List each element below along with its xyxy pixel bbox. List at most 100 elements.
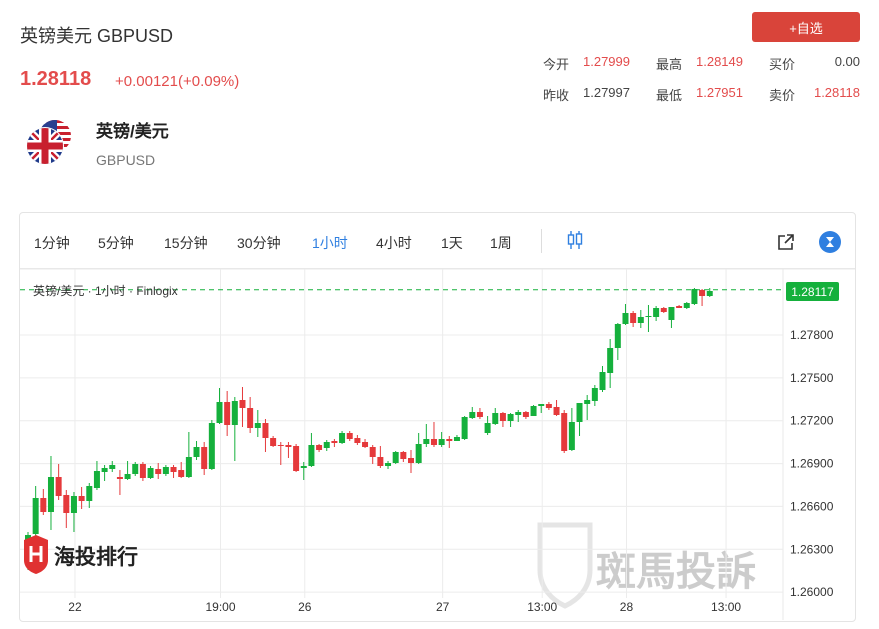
candle-body — [147, 468, 154, 478]
page-title: 英镑美元 GBPUSD — [20, 26, 174, 46]
candle-body — [492, 413, 499, 424]
toolbar-divider — [541, 229, 542, 253]
quote-value: 1.27999 — [583, 54, 630, 69]
zebra-watermark-text: 斑馬投訴 — [596, 549, 756, 595]
candle-body — [216, 402, 223, 423]
candle-body — [637, 317, 644, 323]
interval-tab[interactable]: 1周 — [490, 235, 512, 251]
candle-body — [668, 307, 675, 320]
x-tick-label: 19:00 — [205, 600, 235, 614]
x-tick-label: 26 — [298, 600, 312, 614]
interval-tab[interactable]: 1天 — [441, 235, 463, 251]
interval-tab[interactable]: 1小时 — [312, 235, 348, 251]
haitou-logo-letter-icon — [29, 546, 43, 562]
candle-body — [55, 477, 62, 496]
zebra-watermark — [537, 522, 593, 609]
candle-body — [254, 423, 261, 428]
interval-tab[interactable]: 4小时 — [376, 235, 412, 251]
candle-body — [622, 313, 629, 324]
candle-body — [316, 445, 323, 450]
x-tick-label: 13:00 — [527, 600, 557, 614]
external-link-icon[interactable] — [777, 233, 795, 251]
candle-body — [231, 401, 238, 425]
y-tick-label: 1.27200 — [790, 414, 834, 428]
candle-body — [446, 439, 453, 441]
candle-body — [93, 471, 100, 488]
x-tick-label: 27 — [436, 600, 450, 614]
candle-body — [453, 437, 460, 441]
candle-body — [499, 413, 506, 421]
candle-body — [162, 467, 169, 474]
candle-body — [331, 441, 338, 443]
candle-body — [660, 308, 667, 312]
y-tick-label: 1.27500 — [790, 371, 834, 385]
quote-label: 买价 — [769, 57, 796, 72]
candle-body — [116, 477, 123, 479]
candle-body — [78, 496, 85, 501]
candle-body — [170, 467, 177, 472]
candle-body — [262, 423, 269, 438]
candle-body — [270, 438, 277, 446]
candle-body — [285, 445, 292, 447]
candle-body — [400, 452, 407, 459]
candle-body — [545, 404, 552, 408]
candle-body — [423, 439, 430, 444]
candle-body — [101, 468, 108, 472]
candle-body — [599, 372, 606, 390]
y-tick-label: 1.27800 — [790, 328, 834, 342]
candle-body — [408, 458, 414, 463]
candle-body — [40, 498, 47, 512]
uk-us-flag-icon — [26, 120, 71, 165]
candle-body — [484, 423, 491, 433]
candle-body — [224, 402, 231, 425]
x-tick-label: 28 — [620, 600, 634, 614]
candle-body — [568, 422, 575, 450]
candle-body — [507, 414, 514, 421]
candle-body — [561, 413, 568, 451]
quote-value: 1.27997 — [583, 85, 630, 100]
x-tick-label: 22 — [68, 600, 82, 614]
candle-body — [323, 442, 330, 448]
y-tick-label: 1.26000 — [790, 585, 834, 599]
current-price: 1.28118 — [20, 68, 92, 90]
candle-body — [185, 457, 192, 477]
candle-body — [699, 290, 706, 296]
quote-label: 卖价 — [769, 88, 796, 103]
haitou-watermark-text: 海投排行 — [54, 545, 138, 569]
y-tick-label: 1.26300 — [790, 542, 834, 556]
instrument-code: GBPUSD — [96, 152, 156, 168]
candle-body — [300, 466, 307, 468]
quote-value: 1.27951 — [696, 85, 743, 100]
candle-body — [683, 303, 690, 308]
interval-tab[interactable]: 30分钟 — [237, 235, 281, 251]
candle-body — [308, 445, 315, 466]
candle-body — [377, 457, 384, 466]
candle-body — [208, 423, 215, 469]
candle-body — [584, 400, 591, 404]
interval-tab[interactable]: 1分钟 — [34, 235, 70, 251]
candle-body — [591, 388, 598, 401]
chart-legend: 英镑/美元 · 1小时 · Finlogix — [33, 284, 178, 298]
add-favorite-button[interactable]: +自选 — [752, 12, 860, 42]
candle-body — [32, 498, 39, 534]
interval-tab[interactable]: 15分钟 — [164, 235, 208, 251]
candle-body — [430, 439, 437, 445]
hourglass-icon[interactable] — [819, 231, 841, 253]
candle-body — [293, 446, 300, 471]
y-tick-label: 1.26600 — [790, 499, 834, 513]
candle-body — [362, 442, 369, 447]
candle-body — [339, 433, 346, 443]
candlestick-icon[interactable] — [566, 230, 584, 250]
candle-body — [653, 308, 660, 317]
candle-body — [392, 452, 399, 463]
quote-label: 最高 — [656, 57, 683, 72]
last-price-label: 1.28117 — [786, 282, 839, 301]
price-change: +0.00121(+0.09%) — [115, 73, 240, 90]
quote-value: 0.00 — [834, 54, 860, 69]
candle-body — [607, 348, 614, 373]
interval-tab[interactable]: 5分钟 — [98, 235, 134, 251]
candle-body — [476, 412, 483, 417]
candle-body — [155, 469, 162, 474]
candle-body — [614, 324, 621, 348]
